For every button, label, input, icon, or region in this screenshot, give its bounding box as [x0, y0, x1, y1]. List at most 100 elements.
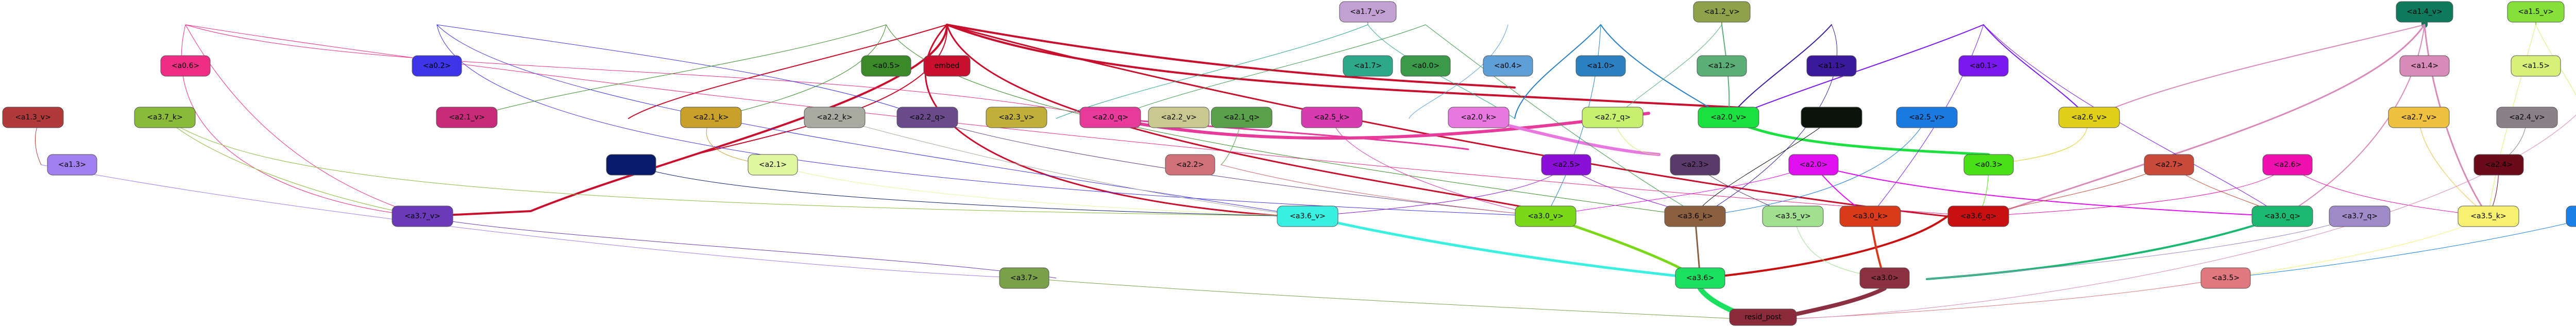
node-a3.1[interactable]	[606, 154, 656, 176]
node-a3.5[interactable]: <a3.5>	[2200, 267, 2251, 289]
node-a2.1_k[interactable]: <a2.1_k>	[680, 107, 742, 128]
node-label: <a2.5>	[1552, 161, 1580, 169]
node-a2.1[interactable]: <a2.1>	[748, 154, 798, 176]
node-a1.2_v[interactable]: <a1.2_v>	[1693, 1, 1751, 23]
node-a3.5_q[interactable]: <a3.5_q>	[2566, 205, 2576, 227]
node-label: <a2.2_k>	[817, 113, 852, 122]
edge	[1600, 24, 1729, 119]
node-a2.1_v[interactable]: <a2.1_v>	[436, 107, 498, 128]
node-a0.1[interactable]: <a0.1>	[1958, 55, 2009, 77]
edge	[1306, 215, 1699, 280]
node-a3.7_v[interactable]: <a3.7_v>	[392, 205, 453, 227]
edge	[1612, 24, 1722, 119]
edge	[946, 24, 1948, 217]
edge	[1110, 24, 1426, 119]
node-label: <a0.3>	[1975, 161, 2003, 169]
node-label: <a3.5_k>	[2470, 212, 2506, 220]
node-a2.7_q[interactable]: <a2.7_q>	[1582, 107, 1643, 128]
node-a3.0_k[interactable]: <a3.0_k>	[1839, 205, 1901, 227]
node-a3.0_q[interactable]: <a3.0_q>	[2251, 205, 2313, 227]
node-a2.3_v[interactable]: <a2.3_v>	[986, 107, 1047, 128]
node-a2.7[interactable]: <a2.7>	[2144, 154, 2194, 176]
node-label: <a0.0>	[1412, 62, 1439, 70]
node-a2.2[interactable]: <a2.2>	[1165, 154, 1215, 176]
node-resid_post[interactable]: resid_post	[1729, 308, 1797, 326]
node-a2.4[interactable]: <a2.4>	[2473, 154, 2524, 176]
edge	[1983, 24, 2283, 217]
node-a1.1[interactable]: <a1.1>	[1806, 55, 1857, 77]
edge	[1221, 164, 1546, 217]
node-a2.0_v[interactable]: <a2.0_v>	[1698, 107, 1759, 128]
node-label: <a3.7_q>	[2342, 212, 2378, 220]
node-a1.3_v[interactable]: <a1.3_v>	[2, 107, 64, 128]
edge	[1056, 24, 1368, 119]
node-a2.6[interactable]: <a2.6>	[2262, 154, 2313, 176]
node-a2.2_q[interactable]: <a2.2_q>	[896, 107, 958, 128]
node-label: <a1.3>	[58, 161, 86, 169]
node-a2.0[interactable]: <a2.0>	[1788, 154, 1839, 176]
node-a1.4_v[interactable]: <a1.4_v>	[2396, 1, 2453, 23]
node-a2.1_q[interactable]: <a2.1_q>	[1211, 107, 1273, 128]
node-a3.7_q[interactable]: <a3.7_q>	[2329, 205, 2391, 227]
node-a2.0_k[interactable]: <a2.0_k>	[1448, 107, 1510, 128]
edge	[946, 24, 1516, 89]
node-a3.7_k[interactable]: <a3.7_k>	[134, 107, 196, 128]
node-a0.0[interactable]: <a0.0>	[1400, 55, 1451, 77]
node-embed[interactable]: embed	[923, 55, 971, 77]
node-a0.2[interactable]: <a0.2>	[412, 55, 462, 77]
node-label: <a3.0_v>	[1528, 212, 1564, 220]
node-label: resid_post	[1744, 313, 1782, 321]
node-a1.2[interactable]: <a1.2>	[1697, 55, 1747, 77]
edge	[164, 118, 1308, 217]
node-a2.2_v[interactable]: <a2.2_v>	[1148, 107, 1210, 128]
node-label: <a3.7_k>	[147, 113, 182, 122]
edge	[1425, 24, 1701, 217]
edge	[422, 216, 1057, 279]
node-a1.7[interactable]: <a1.7>	[1343, 55, 1393, 77]
node-a0.5[interactable]: <a0.5>	[861, 55, 911, 77]
node-a3.6_k[interactable]: <a3.6_k>	[1664, 205, 1726, 227]
edge	[1109, 112, 1650, 140]
node-a3.6_q[interactable]: <a3.6_q>	[1947, 205, 2009, 227]
node-label: <a0.2>	[423, 62, 451, 70]
node-a2.2_k[interactable]: <a2.2_k>	[804, 107, 866, 128]
node-label: <a1.1>	[1818, 62, 1845, 70]
node-label: <a3.5>	[2212, 274, 2240, 282]
node-a3.6_v[interactable]: <a3.6_v>	[1277, 205, 1338, 227]
node-label: <a3.6_k>	[1677, 212, 1713, 220]
edge	[946, 24, 1753, 109]
node-a2.6_v[interactable]: <a2.6_v>	[2058, 107, 2120, 128]
edge	[628, 24, 947, 119]
edge	[695, 24, 948, 155]
node-a1.5[interactable]: <a1.5>	[2511, 55, 2561, 77]
node-a2.5_v[interactable]: <a2.5_v>	[1896, 107, 1958, 128]
node-a3.6[interactable]: <a3.6>	[1675, 267, 1725, 289]
node-a0.6[interactable]: <a0.6>	[160, 55, 211, 77]
node-a2.5_k[interactable]: <a2.5_k>	[1301, 107, 1363, 128]
node-a3.0_v[interactable]: <a3.0_v>	[1515, 205, 1577, 227]
node-a1.0[interactable]: <a1.0>	[1575, 55, 1626, 77]
node-label: <a2.1_k>	[693, 113, 728, 122]
node-a1.4[interactable]: <a1.4>	[2399, 55, 2450, 77]
node-a0.4[interactable]: <a0.4>	[1483, 55, 1533, 77]
node-a1.7_v[interactable]: <a1.7_v>	[1339, 1, 1397, 23]
node-a3.0[interactable]: <a3.0>	[1859, 267, 1910, 289]
node-dark[interactable]	[1801, 107, 1862, 128]
node-a3.5_k[interactable]: <a3.5_k>	[2458, 205, 2519, 227]
node-label: <a2.0_v>	[1710, 113, 1747, 122]
node-a3.7[interactable]: <a3.7>	[999, 267, 1049, 289]
node-label: <a1.5_v>	[2518, 8, 2554, 16]
node-a1.3[interactable]: <a1.3>	[47, 154, 97, 176]
edge	[181, 24, 423, 217]
node-label: <a2.3>	[1681, 161, 1709, 169]
node-a2.7_v[interactable]: <a2.7_v>	[2388, 107, 2450, 128]
node-a2.3[interactable]: <a2.3>	[1670, 154, 1720, 176]
node-a0.3[interactable]: <a0.3>	[1963, 154, 2014, 176]
node-a2.4_v[interactable]: <a2.4_v>	[2496, 107, 2558, 128]
node-a2.5[interactable]: <a2.5>	[1541, 154, 1591, 176]
edge	[2225, 221, 2576, 279]
node-a2.0_q[interactable]: <a2.0_q>	[1079, 107, 1141, 128]
node-a1.5_v[interactable]: <a1.5_v>	[2507, 1, 2565, 23]
node-a3.5_v[interactable]: <a3.5_v>	[1762, 205, 1824, 227]
edge	[2225, 216, 2489, 279]
